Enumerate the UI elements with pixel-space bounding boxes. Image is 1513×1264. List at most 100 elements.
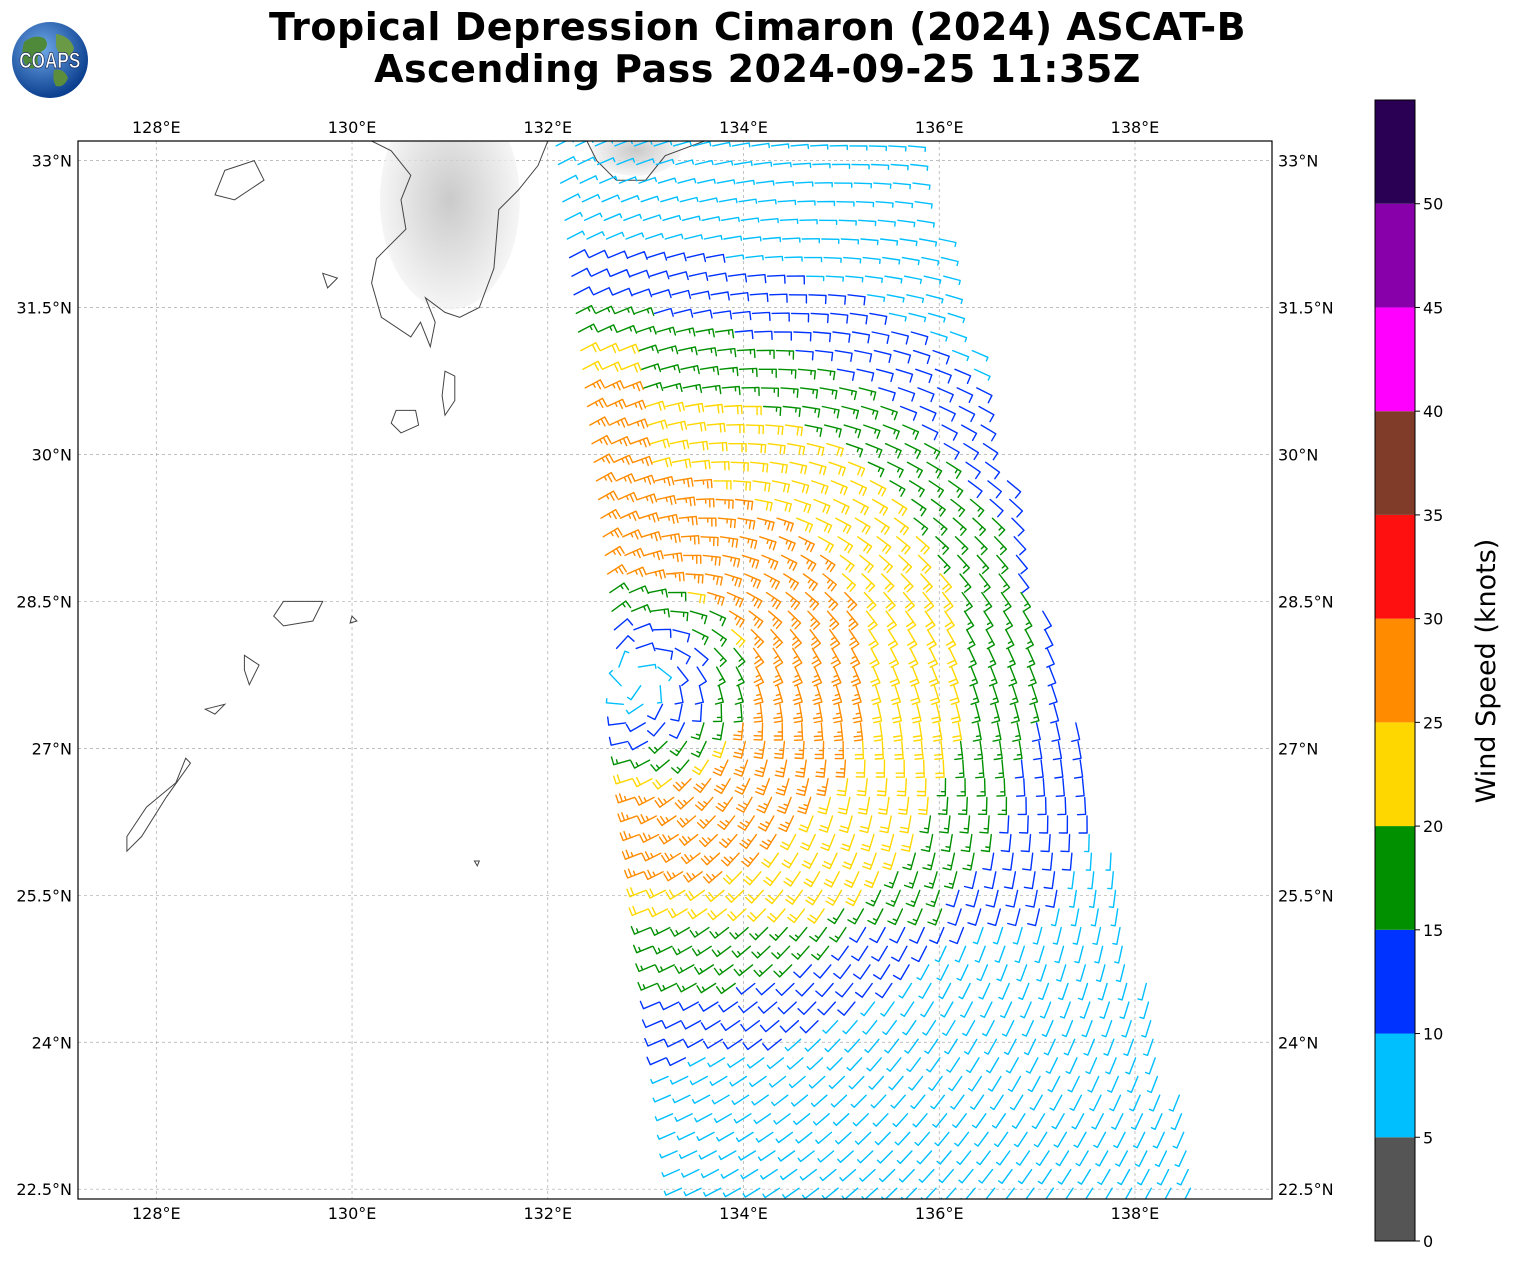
wind-barb-stroke xyxy=(778,536,796,552)
wind-barb xyxy=(967,480,983,499)
wind-barb xyxy=(765,424,784,436)
wind-barb-stroke xyxy=(634,795,655,806)
wind-barb-stroke xyxy=(809,144,829,150)
lon-tick-label-bottom: 128°E xyxy=(132,1204,181,1223)
wind-barb xyxy=(976,964,989,982)
wind-barb-stroke xyxy=(620,195,640,203)
wind-barb-stroke xyxy=(911,945,928,963)
wind-barb-stroke xyxy=(723,235,743,241)
wind-barb xyxy=(728,443,747,453)
wind-barb-stroke xyxy=(911,498,927,517)
wind-barb-stroke xyxy=(860,238,879,246)
wind-barb xyxy=(1023,871,1036,890)
wind-barb xyxy=(1047,666,1057,687)
wind-barb-stroke xyxy=(568,249,590,259)
wind-barb xyxy=(632,455,653,467)
wind-barb-stroke xyxy=(661,1168,680,1178)
wind-barb xyxy=(710,291,730,301)
wind-barb-stroke xyxy=(811,945,830,961)
wind-barb xyxy=(721,385,741,396)
wind-barb xyxy=(969,498,985,518)
wind-barb xyxy=(1016,778,1026,797)
wind-barb xyxy=(1070,908,1080,927)
wind-barb-stroke xyxy=(652,1094,671,1103)
wind-barb xyxy=(690,722,705,740)
wind-barb xyxy=(961,424,978,442)
wind-barb xyxy=(716,179,736,185)
wind-barb-stroke xyxy=(841,1187,859,1199)
wind-barb xyxy=(948,1075,963,1092)
wind-barb xyxy=(921,256,940,266)
wind-barb-stroke xyxy=(934,945,947,963)
wind-barb-stroke xyxy=(775,349,795,360)
wind-barb xyxy=(1046,647,1055,668)
lat-tick-label-left: 22.5°N xyxy=(16,1180,72,1199)
wind-barb-stroke xyxy=(895,368,914,383)
wind-barb xyxy=(906,294,925,304)
wind-barb-stroke xyxy=(634,307,655,316)
wind-barb xyxy=(802,573,818,591)
wind-barb xyxy=(713,1113,732,1124)
wind-barb-stroke xyxy=(628,418,649,429)
wind-barb-stroke xyxy=(830,480,848,496)
wind-barb xyxy=(851,685,862,705)
wind-barb-stroke xyxy=(783,573,799,591)
wind-barb xyxy=(1060,833,1071,853)
wind-barb xyxy=(1018,573,1030,594)
wind-barb xyxy=(879,238,899,246)
wind-barb-stroke xyxy=(1000,833,1012,853)
wind-barb xyxy=(974,536,988,556)
wind-barb xyxy=(650,759,670,772)
wind-barb-stroke xyxy=(863,871,880,889)
wind-barb xyxy=(650,926,671,936)
wind-barb xyxy=(906,1057,921,1073)
wind-barb-stroke xyxy=(1022,852,1034,871)
wind-barb xyxy=(672,945,693,956)
wind-barb xyxy=(926,1057,941,1073)
wind-barb-stroke xyxy=(1075,778,1085,798)
wind-barb-stroke xyxy=(1041,852,1053,871)
wind-barb xyxy=(812,163,831,169)
wind-barb-stroke xyxy=(907,145,927,153)
wind-barb-stroke xyxy=(674,1113,693,1122)
wind-barb-stroke xyxy=(555,141,574,147)
wind-barb-stroke xyxy=(781,852,799,869)
wind-barb xyxy=(843,871,860,888)
wind-barb-stroke xyxy=(707,908,727,921)
wind-barb-stroke xyxy=(946,1057,961,1073)
wind-barb-stroke xyxy=(1164,1187,1172,1199)
wind-barb-stroke xyxy=(789,461,808,475)
wind-barb xyxy=(936,964,949,981)
wind-barb xyxy=(684,234,703,240)
title-line-1: Tropical Depression Cimaron (2024) ASCAT… xyxy=(268,5,1247,49)
wind-barb xyxy=(861,573,876,593)
wind-barb-stroke xyxy=(982,1020,995,1037)
wind-barb xyxy=(1108,889,1117,908)
wind-barb xyxy=(716,982,736,995)
wind-barb-stroke xyxy=(738,1001,758,1014)
wind-barb-stroke xyxy=(890,163,909,171)
wind-barb xyxy=(904,1038,919,1054)
wind-barb-stroke xyxy=(1073,759,1084,779)
wind-barb-stroke xyxy=(783,871,801,887)
wind-barb xyxy=(791,1094,809,1107)
wind-barb-stroke xyxy=(735,982,756,995)
wind-barb-stroke xyxy=(976,1150,991,1166)
wind-barb xyxy=(860,405,879,420)
wind-barb xyxy=(799,1168,817,1181)
wind-barb-stroke xyxy=(827,908,845,925)
wind-barb xyxy=(817,1001,836,1016)
wind-barb-stroke xyxy=(662,382,683,393)
wind-barb-stroke xyxy=(821,238,840,244)
wind-barb-stroke xyxy=(665,401,685,412)
wind-barb xyxy=(1136,1168,1150,1186)
colorbar-tick-label: 5 xyxy=(1423,1128,1433,1147)
wind-barb-stroke xyxy=(990,685,999,705)
wind-barb-stroke xyxy=(1061,852,1073,871)
wind-barb xyxy=(952,349,970,362)
wind-barb-stroke xyxy=(650,438,670,449)
wind-barb xyxy=(965,889,980,908)
wind-barb xyxy=(915,759,925,779)
wind-barb xyxy=(797,200,816,206)
wind-barb xyxy=(648,740,668,754)
